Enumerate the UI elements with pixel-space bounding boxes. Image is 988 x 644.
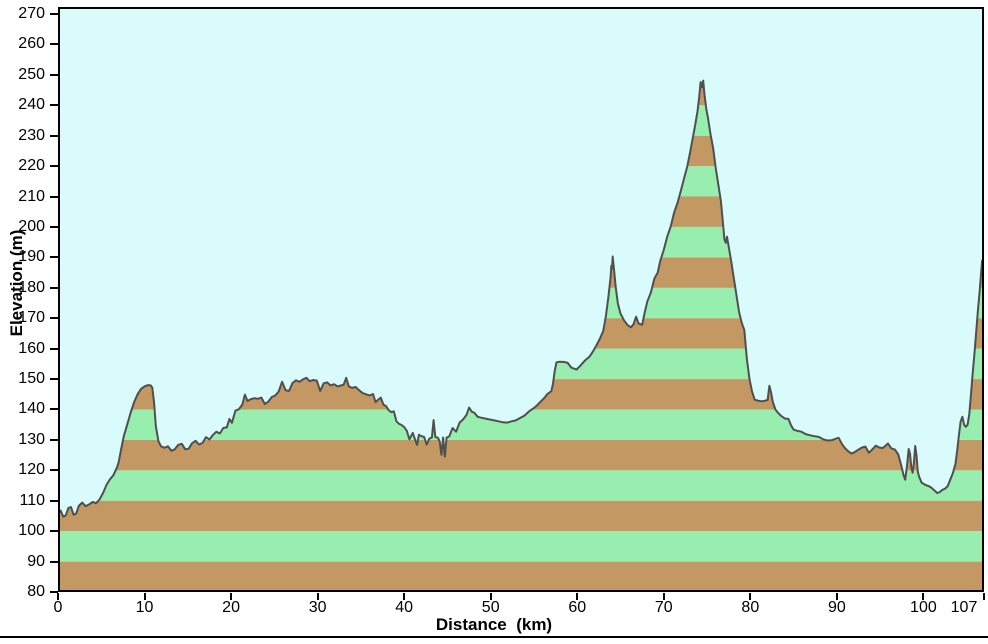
y-axis-tick (50, 438, 58, 441)
y-axis-tick (50, 195, 58, 198)
y-axis-tick-label: 270 (18, 5, 45, 22)
x-axis-tick-label: 70 (654, 599, 673, 616)
x-axis-title: Distance (km) (435, 615, 553, 634)
y-axis-tick (50, 378, 58, 381)
x-axis-tick-label: 107 (950, 599, 978, 616)
y-axis-tick-label: 240 (18, 96, 45, 114)
y-axis-tick-label: 260 (18, 35, 45, 53)
y-axis-tick-label: 150 (18, 370, 45, 388)
x-axis-tick-label: 0 (53, 599, 63, 616)
x-axis-tick-label: 30 (308, 599, 327, 616)
x-axis-tick-label: 100 (910, 599, 937, 616)
y-axis-tick-label: 120 (18, 461, 45, 479)
y-axis-tick (50, 134, 58, 137)
y-axis-tick (50, 469, 58, 472)
y-axis-tick-label: 250 (18, 65, 45, 83)
x-axis-tick (576, 593, 579, 600)
y-axis-tick-label: 110 (19, 491, 45, 509)
x-axis-tick-label: 40 (395, 599, 414, 616)
x-axis-tick (983, 593, 985, 600)
y-axis-tick-label: 180 (18, 278, 45, 296)
y-axis-tick (50, 499, 58, 502)
y-axis-tick-label: 210 (18, 187, 45, 205)
y-axis-tick (50, 73, 58, 76)
y-axis-tick (50, 13, 58, 15)
y-axis-tick-label: 140 (18, 400, 45, 418)
y-axis-tick (50, 591, 58, 593)
x-axis-tick (489, 593, 492, 600)
y-axis-tick (50, 165, 58, 168)
y-axis-tick-label: 230 (18, 126, 45, 144)
y-axis-tick (50, 286, 58, 289)
y-axis-tick-label: 130 (18, 430, 45, 448)
elevation-band (58, 531, 984, 562)
x-axis-tick (922, 593, 925, 600)
x-axis-tick (749, 593, 752, 600)
y-axis-tick (50, 530, 58, 533)
bottom-divider (0, 636, 988, 638)
y-axis-tick-label: 220 (18, 157, 45, 175)
y-axis-tick-label: 190 (18, 248, 45, 266)
y-axis-tick (50, 225, 58, 228)
x-axis-tick-label: 90 (827, 599, 846, 616)
y-axis-tick (50, 104, 58, 107)
x-axis-tick-label: 60 (568, 599, 587, 616)
x-axis-tick (143, 593, 146, 600)
y-axis-tick (50, 560, 58, 563)
x-axis-tick-label: 20 (222, 599, 240, 616)
elevation-band (58, 561, 984, 592)
y-axis-tick-label: 100 (18, 522, 45, 540)
elevation-band (58, 500, 984, 532)
x-axis-tick (835, 593, 838, 600)
x-axis-tick (316, 593, 319, 600)
elevation-band (58, 439, 984, 471)
x-axis-tick (230, 593, 233, 600)
x-axis-tick-label: 50 (481, 599, 500, 616)
y-axis-tick-label: 170 (18, 309, 45, 327)
y-axis-tick (50, 317, 58, 320)
y-axis-tick (50, 347, 58, 350)
y-axis-tick-label: 90 (27, 552, 45, 570)
elevation-band (58, 470, 984, 501)
x-axis-tick (403, 593, 406, 600)
y-axis-tick-label: 160 (18, 339, 45, 357)
x-axis-tick-label: 80 (741, 599, 760, 616)
x-axis-tick-label: 10 (135, 599, 154, 616)
y-axis-tick (50, 408, 58, 411)
x-axis-tick (662, 593, 665, 600)
y-axis-tick-label: 200 (18, 217, 45, 235)
y-axis-tick (50, 43, 58, 46)
y-axis-tick-label: 80 (27, 583, 45, 600)
elevation-profile-svg (58, 7, 984, 592)
y-axis-tick (50, 256, 58, 259)
elevation-line (58, 79, 984, 518)
plot-border (58, 7, 984, 592)
x-axis-tick (57, 593, 59, 600)
